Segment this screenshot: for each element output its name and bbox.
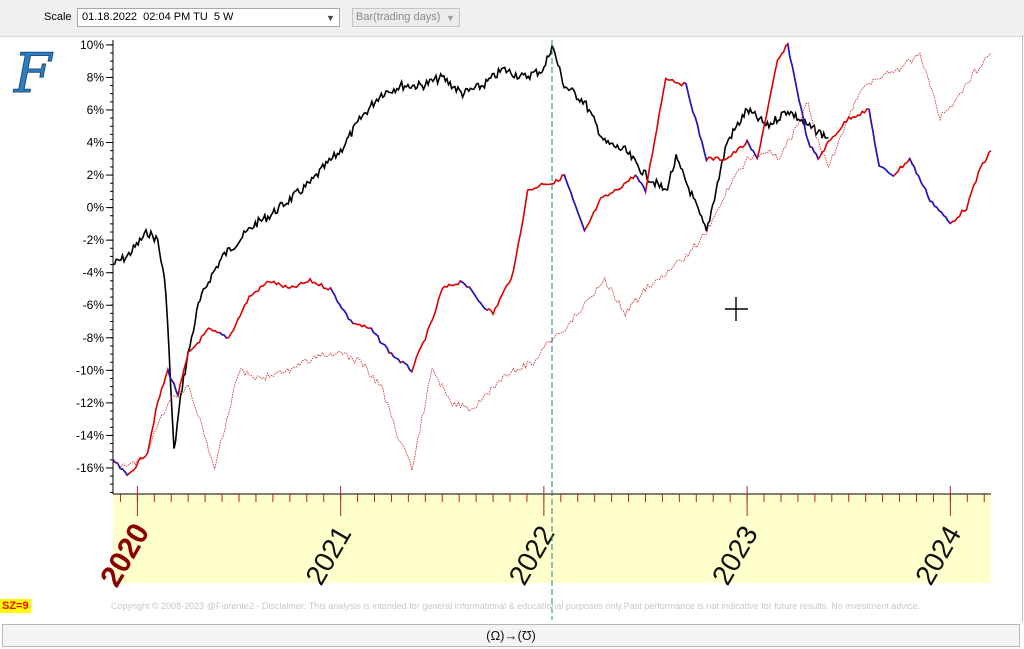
size-badge: SZ=9 bbox=[0, 599, 31, 613]
toolbar: Scale 01.18.2022 02:04 PM TU 5 W ▼ Bar(t… bbox=[0, 0, 1024, 37]
y-tick-label: -6% bbox=[83, 298, 105, 312]
y-tick-label: -14% bbox=[76, 428, 104, 442]
y-tick-label: 10% bbox=[80, 38, 104, 52]
y-tick-label: -10% bbox=[76, 363, 104, 377]
series-line-blue-segment bbox=[634, 174, 647, 193]
series-line-blue-segment bbox=[868, 109, 894, 177]
series-line-blue-segment bbox=[402, 360, 413, 373]
y-tick-label: -4% bbox=[83, 266, 105, 280]
y-tick-label: -2% bbox=[83, 233, 105, 247]
y-tick-label: -12% bbox=[76, 396, 104, 410]
series-line-blue-segment bbox=[167, 369, 179, 396]
y-tick-label: 0% bbox=[87, 201, 105, 215]
y-tick-label: 8% bbox=[87, 70, 105, 84]
mode-value: Bar(trading days) bbox=[356, 11, 441, 23]
series-line-blue-segment bbox=[219, 332, 228, 339]
toggle-symbol-button[interactable]: (Ω)→(Ʊ) bbox=[486, 628, 536, 643]
chart-area[interactable] bbox=[0, 36, 1023, 622]
y-tick-label: -8% bbox=[83, 331, 105, 345]
series-line-blue-segment bbox=[563, 174, 586, 231]
series-line-blue-segment bbox=[746, 140, 758, 159]
y-tick-label: 4% bbox=[87, 136, 105, 150]
series-line-blue-segment bbox=[811, 146, 819, 160]
scale-value: 01.18.2022 02:04 PM TU 5 W bbox=[82, 11, 234, 23]
series-line-red bbox=[112, 42, 992, 477]
scale-dropdown[interactable]: 01.18.2022 02:04 PM TU 5 W ▼ bbox=[77, 8, 340, 27]
copyright-disclaimer: Copyright © 2008-2023 @Fiorente2 - Discl… bbox=[111, 601, 920, 611]
fiorente-logo: F bbox=[10, 40, 62, 106]
scale-label: Scale bbox=[44, 11, 72, 23]
chevron-down-icon: ▼ bbox=[446, 12, 455, 23]
y-tick-label: 6% bbox=[87, 103, 105, 117]
series-line-blue-segment bbox=[787, 43, 811, 148]
chevron-down-icon[interactable]: ▼ bbox=[326, 12, 335, 23]
series-line-blue-segment bbox=[370, 327, 390, 354]
logo-letter: F bbox=[13, 42, 54, 102]
y-tick-label: -16% bbox=[76, 461, 104, 475]
series-line-blue-segment bbox=[390, 352, 402, 364]
series-line-blue-segment bbox=[468, 286, 488, 311]
bottom-toolbar: (Ω)→(Ʊ) bbox=[2, 624, 1020, 647]
y-tick-label: 2% bbox=[87, 168, 105, 182]
series-line-blue-segment bbox=[683, 81, 708, 161]
series-line-blue-segment bbox=[459, 280, 468, 288]
series-line-blue-segment bbox=[329, 287, 354, 325]
mode-dropdown: Bar(trading days) ▼ bbox=[352, 8, 460, 27]
series-line-blue-segment bbox=[908, 158, 951, 225]
series-line-black bbox=[112, 43, 829, 449]
